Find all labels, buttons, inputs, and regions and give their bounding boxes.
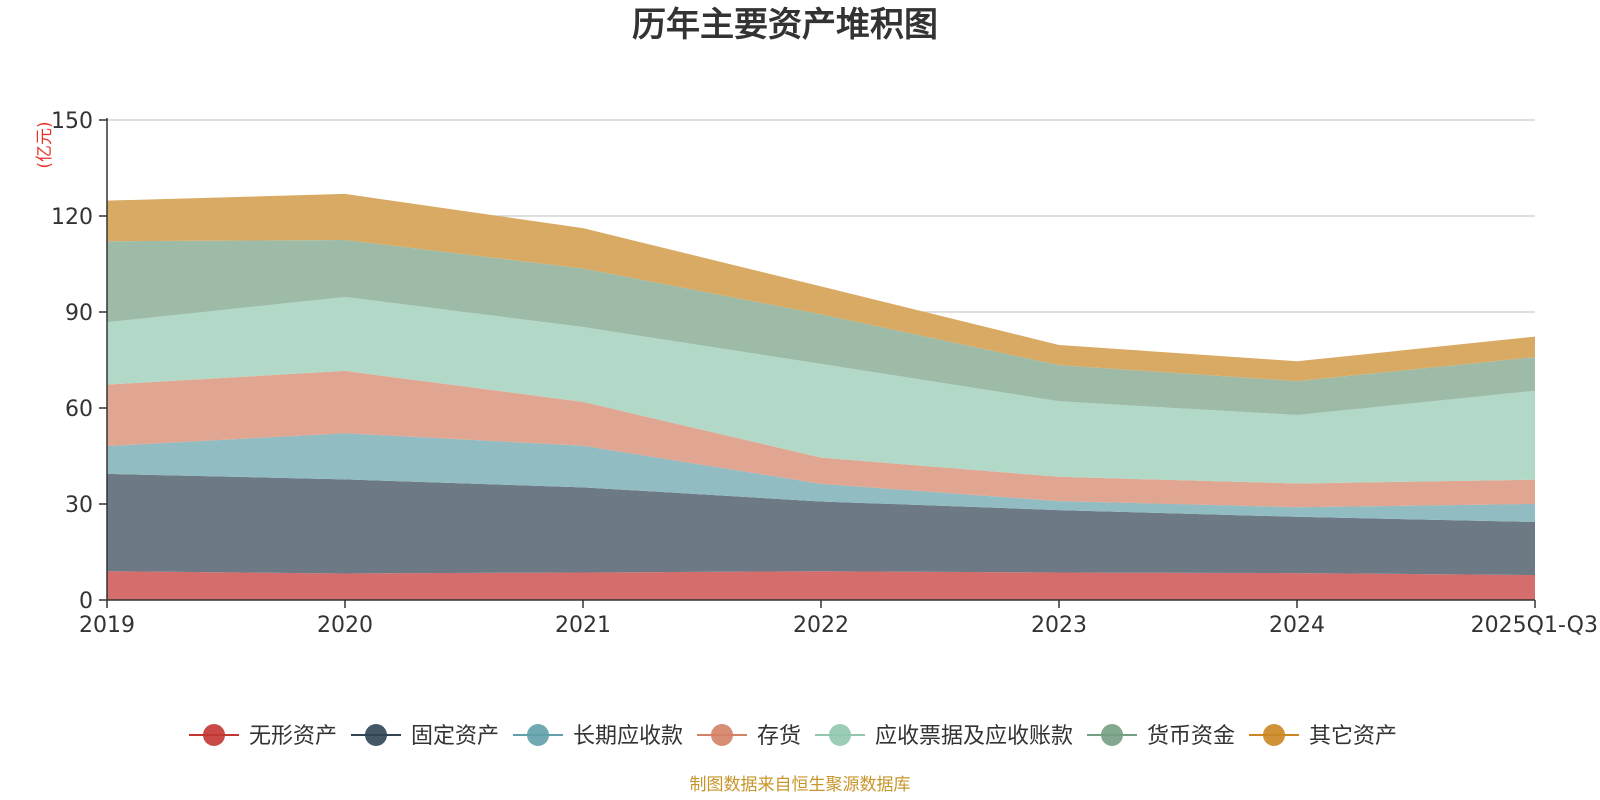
x-axis-ticks: 2019 2020 2021 2022 2023 2024 2025Q1-Q3 bbox=[79, 600, 1598, 638]
y-tick-label-150: 150 bbox=[51, 109, 93, 134]
legend-item-3[interactable]: 长期应收款 bbox=[513, 724, 683, 749]
y-tick-label-30: 30 bbox=[65, 493, 93, 518]
y-axis-unit-label: (亿元) bbox=[35, 121, 55, 168]
legend-marker bbox=[203, 724, 225, 746]
legend: 无形资产 固定资产 长期应收款 存货 应收票据及应收账款 货币资金 其它资产 bbox=[189, 724, 1397, 749]
legend-item-1[interactable]: 无形资产 bbox=[189, 724, 337, 749]
area-series-group bbox=[107, 193, 1535, 600]
area-series-7 bbox=[107, 193, 1535, 382]
area-series-6 bbox=[107, 240, 1535, 416]
data-source-note: 制图数据来自恒生聚源数据库 bbox=[690, 775, 911, 795]
y-tick-label-0: 0 bbox=[79, 589, 93, 614]
area-series-2 bbox=[107, 473, 1535, 576]
legend-label: 其它资产 bbox=[1309, 724, 1397, 749]
legend-label: 无形资产 bbox=[249, 724, 337, 749]
legend-marker bbox=[829, 724, 851, 746]
legend-label: 固定资产 bbox=[411, 724, 499, 749]
legend-marker bbox=[365, 724, 387, 746]
y-tick-label-60: 60 bbox=[65, 397, 93, 422]
legend-item-5[interactable]: 应收票据及应收账款 bbox=[815, 724, 1073, 749]
x-tick-label-2024: 2024 bbox=[1269, 613, 1325, 638]
legend-marker bbox=[711, 724, 733, 746]
legend-item-7[interactable]: 其它资产 bbox=[1249, 724, 1397, 749]
legend-label: 应收票据及应收账款 bbox=[875, 724, 1073, 749]
y-tick-label-90: 90 bbox=[65, 301, 93, 326]
area-series-3 bbox=[107, 433, 1535, 522]
area-series-5 bbox=[107, 296, 1535, 484]
y-axis-ticks: 0 30 60 90 120 150 bbox=[51, 109, 107, 614]
x-tick-label-2023: 2023 bbox=[1031, 613, 1087, 638]
y-tick-label-120: 120 bbox=[51, 205, 93, 230]
legend-label: 长期应收款 bbox=[573, 724, 683, 749]
legend-item-2[interactable]: 固定资产 bbox=[351, 724, 499, 749]
legend-label: 存货 bbox=[757, 724, 801, 749]
legend-marker bbox=[527, 724, 549, 746]
area-series-4 bbox=[107, 370, 1535, 508]
legend-item-4[interactable]: 存货 bbox=[697, 724, 801, 749]
legend-marker bbox=[1263, 724, 1285, 746]
legend-item-6[interactable]: 货币资金 bbox=[1087, 724, 1235, 749]
x-tick-label-2025Q1-Q3: 2025Q1-Q3 bbox=[1471, 613, 1598, 638]
area-series-1 bbox=[107, 571, 1535, 600]
x-tick-label-2019: 2019 bbox=[79, 613, 135, 638]
legend-label: 货币资金 bbox=[1147, 724, 1235, 749]
x-tick-label-2021: 2021 bbox=[555, 613, 611, 638]
chart-title: 历年主要资产堆积图 bbox=[632, 5, 938, 45]
x-tick-label-2022: 2022 bbox=[793, 613, 849, 638]
legend-marker bbox=[1101, 724, 1123, 746]
x-tick-label-2020: 2020 bbox=[317, 613, 373, 638]
